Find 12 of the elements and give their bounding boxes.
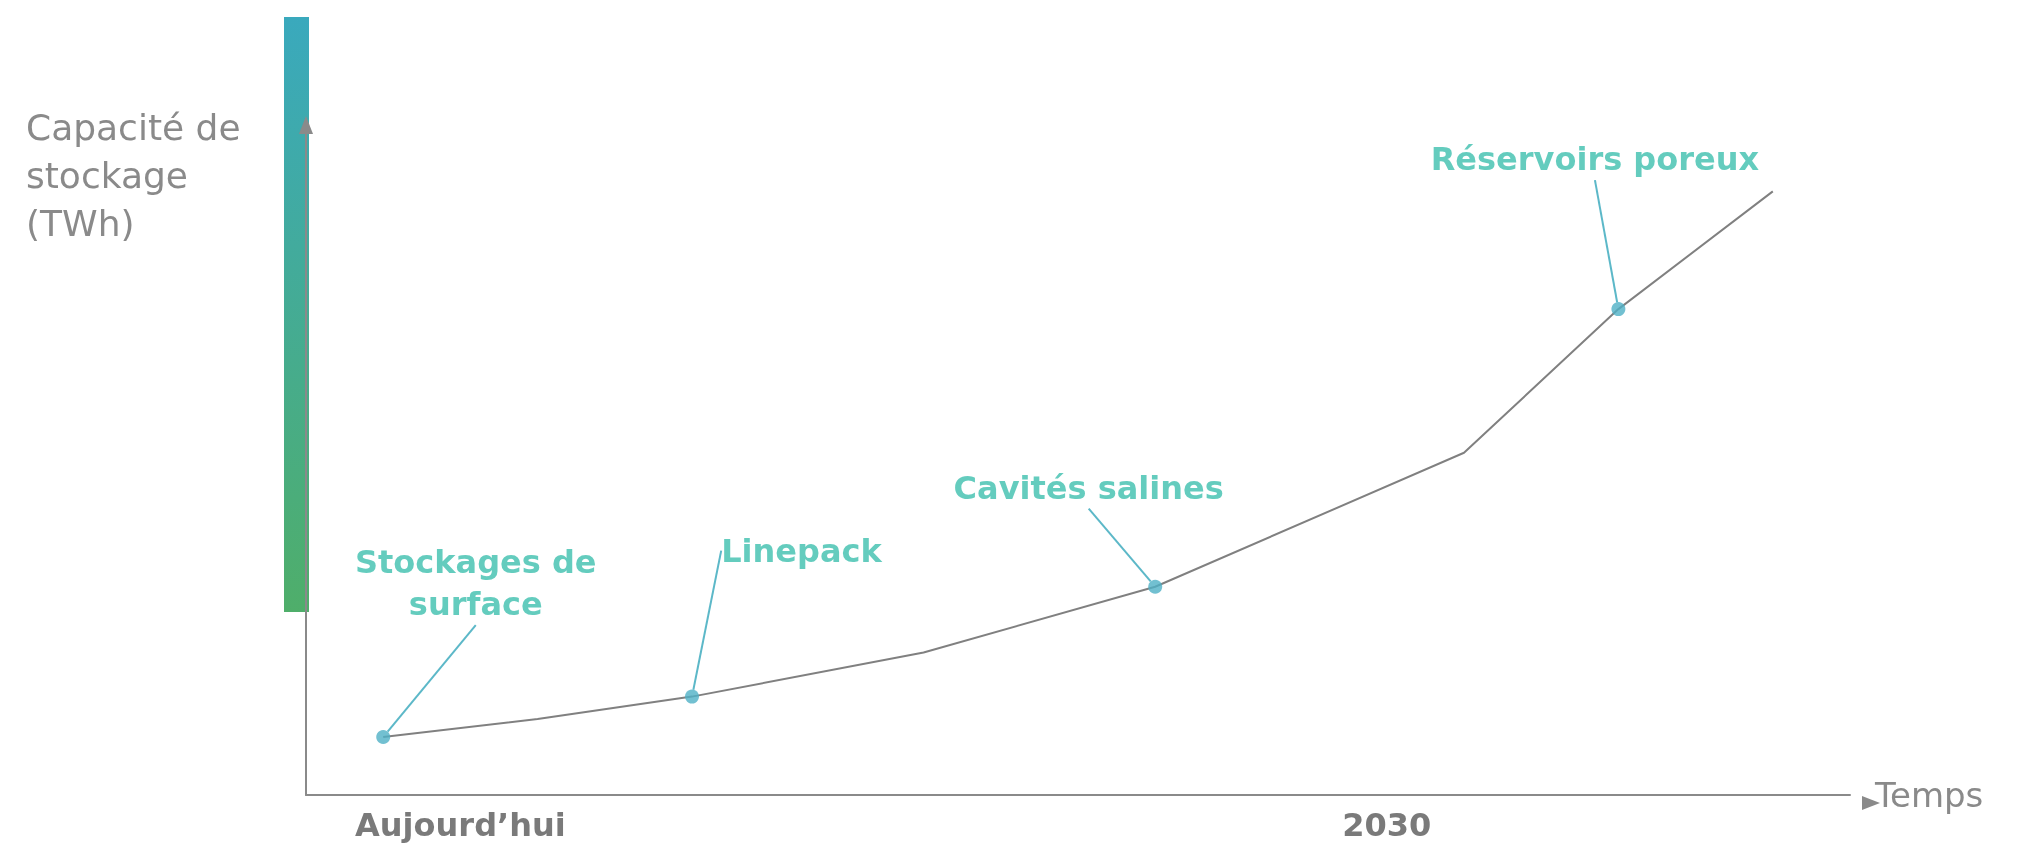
x-tick-label: 2030 (1342, 806, 1432, 844)
y-axis-title: Capacité de stockage (TWh) (26, 106, 241, 244)
text: Réservoirs poreux (1430, 140, 1760, 179)
point (1148, 579, 1163, 594)
annotation: Stockages de surface (354, 543, 597, 624)
x-tick-label: Aujourd’hui (355, 806, 566, 844)
point (1611, 302, 1626, 317)
x-axis-title: Temps (1874, 775, 1984, 815)
annotation: Linepack (721, 531, 883, 570)
point (376, 730, 391, 745)
point (685, 689, 699, 704)
annotation: Cavités salines (953, 468, 1224, 507)
